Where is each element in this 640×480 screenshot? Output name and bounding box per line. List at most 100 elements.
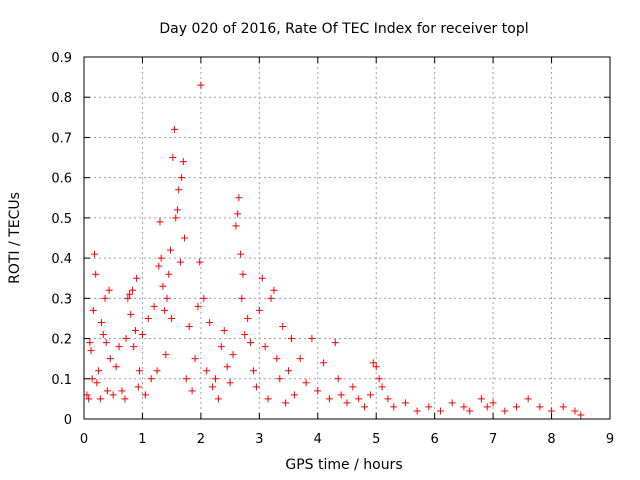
data-point (212, 375, 219, 383)
data-point (209, 383, 217, 391)
axis-ticks (83, 56, 611, 420)
x-tick-label: 9 (606, 432, 614, 447)
x-tick-labels: 0 1 2 3 4 5 6 7 8 9 (80, 432, 614, 447)
data-point (325, 395, 333, 403)
data-point (185, 322, 193, 330)
y-tick-label: 0.1 (51, 373, 72, 388)
data-point (235, 194, 243, 202)
x-axis-label: GPS time / hours (285, 457, 402, 473)
data-point (85, 395, 93, 403)
data-point (267, 294, 275, 302)
data-point (126, 290, 134, 298)
data-point (87, 347, 95, 355)
data-point (229, 351, 237, 359)
data-point (206, 318, 214, 326)
grid (84, 57, 610, 419)
y-tick-label: 0.6 (51, 172, 72, 187)
data-point (196, 258, 204, 266)
data-point (466, 407, 474, 415)
data-point (343, 399, 351, 407)
data-point (161, 306, 169, 314)
data-point (249, 367, 257, 375)
data-point (105, 286, 113, 294)
data-point (144, 314, 152, 322)
data-point (384, 395, 392, 403)
data-point (197, 81, 205, 89)
x-tick-label: 2 (197, 432, 205, 447)
data-point (172, 214, 180, 222)
data-point (118, 387, 126, 395)
x-tick-label: 7 (489, 432, 497, 447)
data-point (122, 335, 130, 343)
data-point (138, 331, 146, 339)
data-point (96, 395, 104, 403)
data-point (334, 375, 342, 383)
data-point (571, 407, 579, 415)
data-point (489, 399, 497, 407)
data-point (92, 270, 100, 278)
data-point (366, 391, 374, 399)
data-point (226, 379, 234, 387)
data-point (378, 383, 386, 391)
data-point (106, 355, 114, 363)
data-point (194, 302, 202, 310)
data-point (95, 367, 103, 375)
data-point (287, 335, 295, 343)
data-point (244, 314, 252, 322)
data-point (477, 395, 485, 403)
data-point (165, 270, 173, 278)
y-tick-label: 0.2 (51, 333, 72, 348)
data-point (320, 359, 328, 367)
data-point (101, 294, 109, 302)
data-point (577, 411, 585, 419)
data-point (188, 387, 196, 395)
data-point (217, 343, 225, 351)
data-point (155, 262, 163, 270)
data-point (375, 375, 383, 383)
x-tick-label: 5 (372, 432, 380, 447)
data-point (121, 395, 129, 403)
data-point (232, 222, 240, 230)
x-tick-label: 6 (431, 432, 439, 447)
data-point (112, 363, 120, 371)
data-point (337, 391, 345, 399)
data-point (168, 314, 176, 322)
y-tick-label: 0.5 (51, 212, 72, 227)
data-point (302, 379, 310, 387)
data-point (237, 250, 245, 258)
data-point (166, 246, 174, 254)
x-tick-label: 4 (314, 432, 322, 447)
data-point (134, 383, 142, 391)
data-point (234, 210, 242, 218)
data-point (290, 391, 298, 399)
chart-title: Day 020 of 2016, Rate Of TEC Index for r… (159, 21, 528, 37)
data-point (86, 339, 94, 347)
data-point (223, 363, 231, 371)
data-point (98, 318, 106, 326)
y-tick-label: 0.9 (51, 51, 72, 66)
x-tick-label: 8 (547, 432, 555, 447)
data-point (483, 403, 491, 411)
data-point (127, 310, 135, 318)
y-tick-labels: 0 0.1 0.2 0.3 0.4 0.5 0.6 0.7 0.8 0.9 (51, 51, 72, 428)
data-point (314, 387, 322, 395)
data-point (390, 403, 398, 411)
data-point (241, 331, 249, 339)
y-tick-label: 0.3 (51, 292, 72, 307)
data-point (261, 343, 269, 351)
data-point (102, 339, 110, 347)
data-point (255, 306, 263, 314)
y-tick-label: 0.7 (51, 131, 72, 146)
data-point (156, 218, 164, 226)
x-tick-label: 1 (138, 432, 146, 447)
data-point (264, 395, 272, 403)
data-point (425, 403, 433, 411)
data-point (150, 302, 158, 310)
data-point (448, 399, 456, 407)
data-point (103, 387, 111, 395)
data-point (512, 403, 520, 411)
data-point (239, 270, 247, 278)
data-point (91, 250, 99, 258)
data-point (524, 395, 532, 403)
data-point (141, 391, 149, 399)
